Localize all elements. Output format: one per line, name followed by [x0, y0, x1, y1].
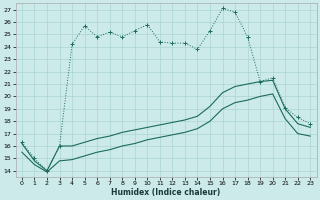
- X-axis label: Humidex (Indice chaleur): Humidex (Indice chaleur): [111, 188, 221, 197]
